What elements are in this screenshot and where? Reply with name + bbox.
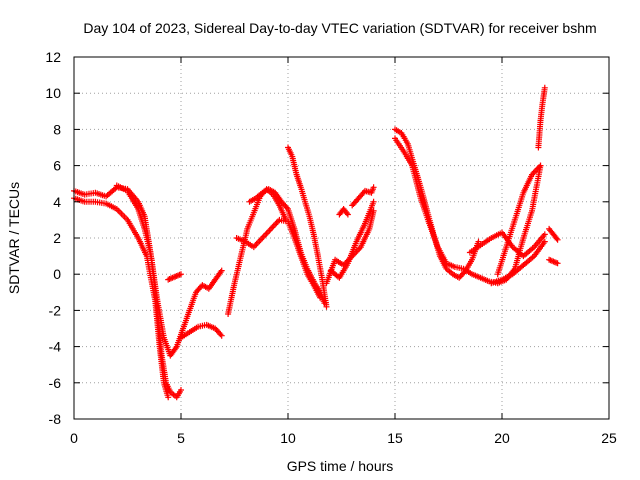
data-point: [370, 184, 377, 191]
data-point: [218, 267, 225, 274]
data-point: [541, 231, 548, 238]
data-point: [344, 211, 351, 218]
y-tick-label: -2: [49, 302, 62, 318]
y-tick-label: 8: [53, 121, 61, 137]
chart-title: Day 104 of 2023, Sidereal Day-to-day VTE…: [83, 20, 596, 36]
data-point: [218, 332, 225, 339]
data-point: [554, 260, 561, 267]
y-tick-label: -4: [49, 339, 62, 355]
data-point: [541, 238, 548, 245]
x-tick-label: 20: [494, 430, 510, 446]
x-axis-title: GPS time / hours: [287, 458, 394, 474]
data-point: [323, 303, 330, 310]
y-tick-label: 12: [45, 49, 61, 65]
y-tick-label: -8: [49, 411, 62, 427]
y-tick-label: 0: [53, 266, 61, 282]
x-tick-label: 5: [177, 430, 185, 446]
data-point: [541, 84, 548, 91]
data-point: [553, 235, 560, 242]
data-point: [370, 198, 377, 205]
y-tick-label: 6: [53, 158, 61, 174]
y-tick-labels: -8 -6 -4 -2 0 2 4 6 8 10 12: [45, 49, 61, 427]
grid: [74, 57, 609, 419]
x-tick-label: 0: [70, 430, 78, 446]
x-tick-label: 15: [387, 430, 403, 446]
data-marks: [71, 84, 561, 401]
x-tick-label: 10: [280, 430, 296, 446]
data-point: [554, 236, 561, 243]
x-tick-labels: 0 5 10 15 20 25: [70, 430, 617, 446]
tick-marks: [73, 56, 610, 420]
y-axis-title: SDTVAR / TECUs: [6, 182, 22, 294]
x-tick-label: 25: [601, 430, 617, 446]
y-tick-label: -6: [49, 375, 62, 391]
data-point: [537, 162, 544, 169]
data-point: [165, 394, 172, 401]
y-tick-label: 2: [53, 230, 61, 246]
data-point: [370, 207, 377, 214]
y-tick-label: 4: [53, 194, 61, 210]
data-point: [178, 271, 184, 278]
y-tick-label: 10: [45, 85, 61, 101]
data-point: [178, 387, 184, 393]
